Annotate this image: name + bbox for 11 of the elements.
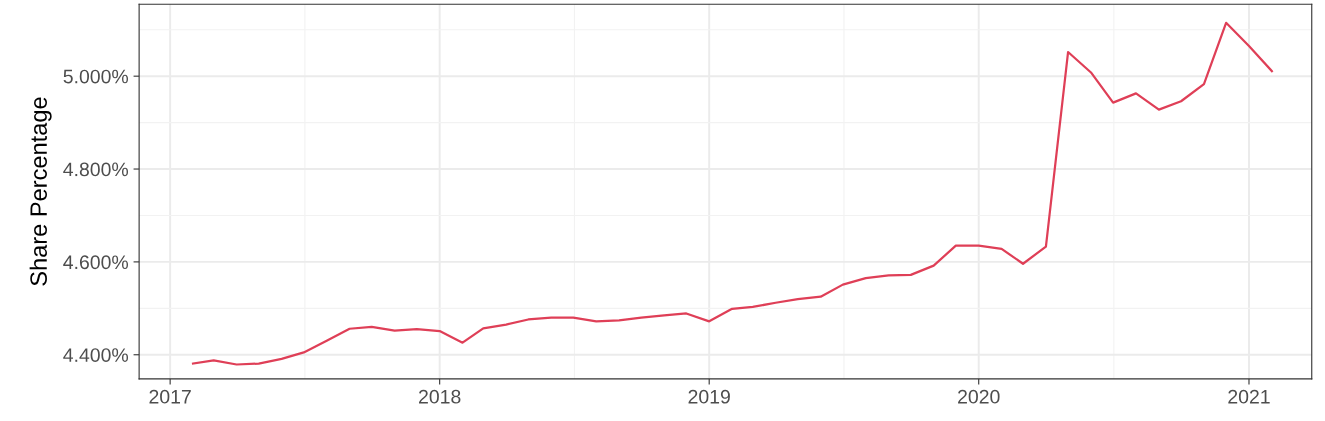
y-tick-label: 5.000% <box>63 69 129 84</box>
y-tick-label: 4.400% <box>63 348 129 362</box>
x-tick-label: 2017 <box>149 389 191 404</box>
x-tick-label: 2019 <box>688 389 730 404</box>
y-tick-label: 4.800% <box>63 162 129 177</box>
y-tick-label: 4.600% <box>63 255 129 270</box>
y-axis-title: Share Percentage <box>29 97 52 286</box>
x-tick-label: 2020 <box>958 389 1000 404</box>
x-tick-label: 2018 <box>419 389 461 404</box>
line-series <box>191 21 1273 366</box>
x-tick-label: 2021 <box>1228 389 1270 404</box>
